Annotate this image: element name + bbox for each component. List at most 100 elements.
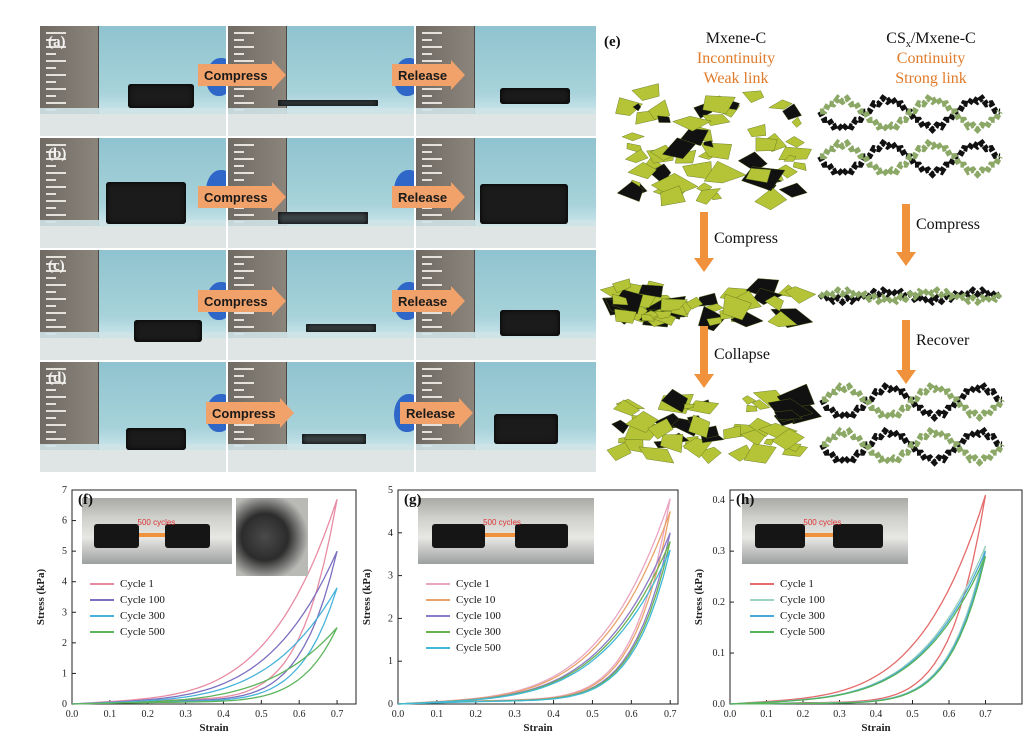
- right-compress-arrow: [896, 204, 916, 266]
- mxene-flake: [641, 314, 655, 322]
- x-tick-label: 0.1: [431, 709, 444, 720]
- mxene-flake: [778, 182, 808, 198]
- mxene-flake: [606, 442, 632, 461]
- mxene-flake: [638, 284, 664, 298]
- legend-label: Cycle 300: [456, 626, 501, 638]
- right-line2: Strong link: [895, 70, 967, 87]
- x-axis-label: Strain: [523, 722, 552, 734]
- mxene-flake: [784, 286, 817, 304]
- arrow-label: Release: [392, 64, 452, 86]
- mxene-flake: [702, 114, 731, 126]
- legend-swatch: [750, 583, 774, 585]
- ruler: [40, 138, 99, 226]
- y-axis-label: Stress (kPa): [35, 569, 47, 626]
- x-tick-label: 0.0: [66, 709, 79, 720]
- compress-arrow: Compress: [198, 286, 286, 316]
- legend-label: Cycle 300: [780, 610, 825, 622]
- mxene-flake: [755, 137, 778, 152]
- release-arrow: Release: [392, 60, 466, 90]
- mxene-flake: [621, 132, 645, 142]
- mxene-flake: [627, 162, 657, 180]
- mxene-flake: [754, 187, 788, 211]
- mxene-flake: [660, 434, 684, 453]
- glass-plate: [228, 108, 414, 114]
- legend-label: Cycle 500: [456, 642, 501, 654]
- y-tick-label: 0: [62, 699, 67, 710]
- legend-entry: Cycle 1: [750, 576, 825, 592]
- legend: Cycle 1 Cycle 10 Cycle 100 Cycle 300 Cycle 5…: [426, 576, 501, 656]
- mxene-flake: [773, 410, 804, 420]
- right-recover-arrow: [896, 320, 916, 384]
- x-tick-label: 0.6: [943, 709, 956, 720]
- y-tick-label: 4: [62, 577, 67, 588]
- mxene-flake: [743, 443, 777, 464]
- arrow-label: Compress: [198, 186, 272, 208]
- legend-entry: Cycle 1: [90, 576, 165, 592]
- mxene-flake: [778, 146, 812, 161]
- sample-after: [514, 524, 568, 548]
- compress-arrow: Compress: [206, 398, 294, 428]
- mxene-c-collapsed: [606, 383, 823, 464]
- mxene-flake: [767, 311, 798, 328]
- mxene-flake: [654, 311, 673, 320]
- glass-plate: [40, 108, 226, 114]
- photo-frame: [40, 362, 226, 472]
- x-tick-label: 0.6: [293, 709, 306, 720]
- legend-entry: Cycle 300: [90, 608, 165, 624]
- mxene-flake: [638, 446, 675, 464]
- sample-before: [432, 524, 485, 548]
- legend-entry: Cycle 300: [750, 608, 825, 624]
- schematic-drawing: [600, 83, 1005, 467]
- legend-entry: Cycle 100: [426, 608, 501, 624]
- y-tick-label: 0.0: [713, 699, 726, 710]
- table-surface: [416, 114, 596, 136]
- arrow-label: Release: [400, 402, 460, 424]
- left-compress-arrow: [694, 212, 714, 272]
- legend-entry: Cycle 300: [426, 624, 501, 640]
- mxene-flake: [647, 418, 674, 440]
- legend-label: Cycle 100: [120, 594, 165, 606]
- x-tick-label: 0.1: [104, 709, 117, 720]
- y-tick-label: 1: [388, 656, 393, 667]
- mxene-flake: [614, 308, 637, 324]
- mxene-flake: [611, 419, 630, 435]
- x-tick-label: 0.4: [547, 709, 560, 720]
- mxene-flake: [682, 161, 713, 180]
- csx-lattice-compressed: [817, 286, 1003, 307]
- aerogel-sample: [128, 84, 194, 108]
- y-tick-label: 5: [388, 485, 393, 496]
- aerogel-sample: [500, 88, 570, 104]
- legend-swatch: [750, 631, 774, 633]
- mxene-flake: [792, 162, 807, 171]
- aerogel-sample: [106, 182, 186, 224]
- cycle-arrow: [484, 533, 515, 537]
- legend-swatch: [426, 615, 450, 617]
- mxene-flake: [768, 99, 793, 110]
- photo-grid: (a) Compress Release (b) Compress Release (c) C…: [40, 26, 596, 474]
- aerogel-sample: [500, 310, 560, 336]
- x-tick-label: 0.0: [392, 709, 405, 720]
- mxene-flake: [682, 437, 713, 459]
- table-surface: [40, 450, 226, 472]
- mxene-flake: [751, 399, 771, 410]
- table-surface: [228, 450, 414, 472]
- aerogel-sample: [480, 184, 568, 224]
- panel-label: (b): [48, 146, 67, 162]
- mxene-flake: [685, 296, 704, 310]
- arrow-label: Compress: [206, 402, 280, 424]
- legend-label: Cycle 100: [780, 594, 825, 606]
- arrow-label: Release: [392, 186, 452, 208]
- x-tick-label: 0.3: [833, 709, 846, 720]
- mxene-flake: [612, 278, 631, 294]
- inset-cycles-label: 500 cycles: [803, 518, 842, 527]
- aerogel-sample: [302, 434, 366, 444]
- legend: Cycle 1 Cycle 100 Cycle 300 Cycle 500: [750, 576, 825, 640]
- mxene-flake: [747, 124, 767, 137]
- mxene-flake: [783, 155, 797, 162]
- photo-frame: [40, 250, 226, 360]
- legend: Cycle 1 Cycle 100 Cycle 300 Cycle 500: [90, 576, 165, 640]
- y-tick-label: 5: [62, 546, 67, 557]
- mxene-flake: [615, 97, 644, 116]
- mxene-flake: [703, 160, 747, 184]
- release-arrow: Release: [400, 398, 474, 428]
